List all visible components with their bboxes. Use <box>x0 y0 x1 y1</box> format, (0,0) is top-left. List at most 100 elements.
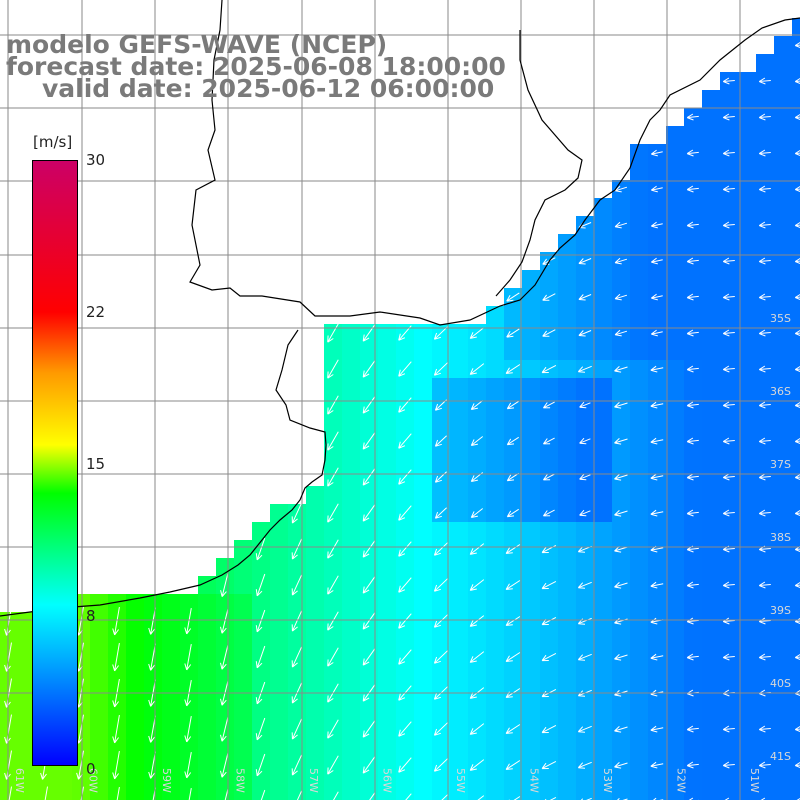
wind-cell <box>774 234 793 253</box>
wind-cell <box>378 360 397 379</box>
wind-cell <box>180 738 199 757</box>
wind-arrow <box>255 609 266 633</box>
wind-arrow <box>577 725 592 733</box>
wind-cell <box>738 144 757 163</box>
wind-arrow <box>469 759 485 771</box>
wind-cell <box>558 540 577 559</box>
wind-cell <box>306 630 325 649</box>
wind-arrow <box>116 787 120 800</box>
wind-cell <box>738 324 757 343</box>
wind-cell <box>738 612 757 631</box>
wind-cell <box>738 540 757 559</box>
wind-cell <box>720 270 739 289</box>
wind-cell <box>666 666 685 685</box>
wind-arrow <box>398 469 412 485</box>
wind-cell <box>324 342 343 361</box>
longitude-labels: 61W 60W 59W 58W 57W 56W 55W 54W 53W 52W 51W <box>13 768 761 793</box>
colorbar-tick-0: 0 <box>86 760 96 778</box>
wind-cell <box>774 108 793 127</box>
wind-cell <box>792 522 800 541</box>
wind-cell <box>234 648 253 667</box>
wind-cell <box>468 522 487 541</box>
wind-cell <box>666 486 685 505</box>
wind-cell <box>756 162 775 181</box>
wind-arrow <box>398 577 412 593</box>
wind-cell <box>756 774 775 793</box>
wind-arrow <box>469 543 485 555</box>
wind-cell <box>630 144 649 163</box>
wind-cell <box>702 126 721 145</box>
wind-cell <box>774 594 793 613</box>
wind-cell <box>18 648 37 667</box>
wind-arrow <box>541 364 557 374</box>
wind-arrow <box>758 473 771 481</box>
wind-cell <box>180 792 199 800</box>
wind-cell <box>414 558 433 577</box>
wind-cell <box>648 198 667 217</box>
wind-cell <box>450 702 469 721</box>
wind-cell <box>630 576 649 595</box>
wind-cell <box>270 648 289 667</box>
wind-arrows <box>4 41 800 800</box>
wind-cell <box>486 792 505 800</box>
wind-cell <box>702 666 721 685</box>
wind-cell <box>792 738 800 757</box>
wind-cell <box>630 450 649 469</box>
wind-cell <box>414 738 433 757</box>
wind-arrow <box>686 437 699 445</box>
wind-cell <box>756 558 775 577</box>
wind-cell <box>360 486 379 505</box>
wind-arrow <box>470 400 484 410</box>
wind-cell <box>342 450 361 469</box>
wind-cell <box>576 594 595 613</box>
wind-cell <box>648 522 667 541</box>
coastline-buenos-aires <box>0 329 327 617</box>
wind-cell <box>360 522 379 541</box>
wind-cell <box>522 378 541 397</box>
wind-cell <box>144 594 163 613</box>
wind-cell <box>648 738 667 757</box>
wind-cell <box>288 774 307 793</box>
wind-cell <box>648 486 667 505</box>
longitude-label: 58W <box>234 768 247 793</box>
wind-arrow <box>398 433 412 449</box>
wind-cell <box>450 504 469 523</box>
wind-cell <box>522 666 541 685</box>
wind-cell <box>648 450 667 469</box>
wind-cell <box>756 414 775 433</box>
wind-cell <box>774 576 793 595</box>
wind-cell <box>270 522 289 541</box>
wind-cell <box>252 630 271 649</box>
wind-cell <box>90 792 109 800</box>
wind-cell <box>252 738 271 757</box>
wind-cell <box>270 720 289 739</box>
wind-cell <box>486 432 505 451</box>
wind-cell <box>162 630 181 649</box>
wind-cell <box>702 378 721 397</box>
wind-cell <box>558 306 577 325</box>
wind-cell <box>414 792 433 800</box>
wind-cell <box>738 414 757 433</box>
wind-cell <box>666 540 685 559</box>
wind-cell <box>306 666 325 685</box>
wind-cell <box>450 360 469 379</box>
wind-cell <box>774 72 793 91</box>
colorbar-tick-15: 15 <box>86 455 106 473</box>
wind-cell <box>666 720 685 739</box>
wind-cell <box>594 720 613 739</box>
wind-cell <box>378 792 397 800</box>
wind-arrow <box>469 615 485 627</box>
wind-cell <box>396 774 415 793</box>
wind-arrow <box>327 719 339 739</box>
wind-cell <box>0 738 19 757</box>
wind-cell <box>522 720 541 739</box>
wind-cell <box>72 774 91 793</box>
wind-cell <box>666 306 685 325</box>
wind-arrow <box>433 542 448 556</box>
wind-cell <box>198 594 217 613</box>
wind-cell <box>468 342 487 361</box>
wind-cell <box>54 792 73 800</box>
wind-cell <box>90 738 109 757</box>
wind-cell <box>684 342 703 361</box>
wind-cell <box>666 774 685 793</box>
